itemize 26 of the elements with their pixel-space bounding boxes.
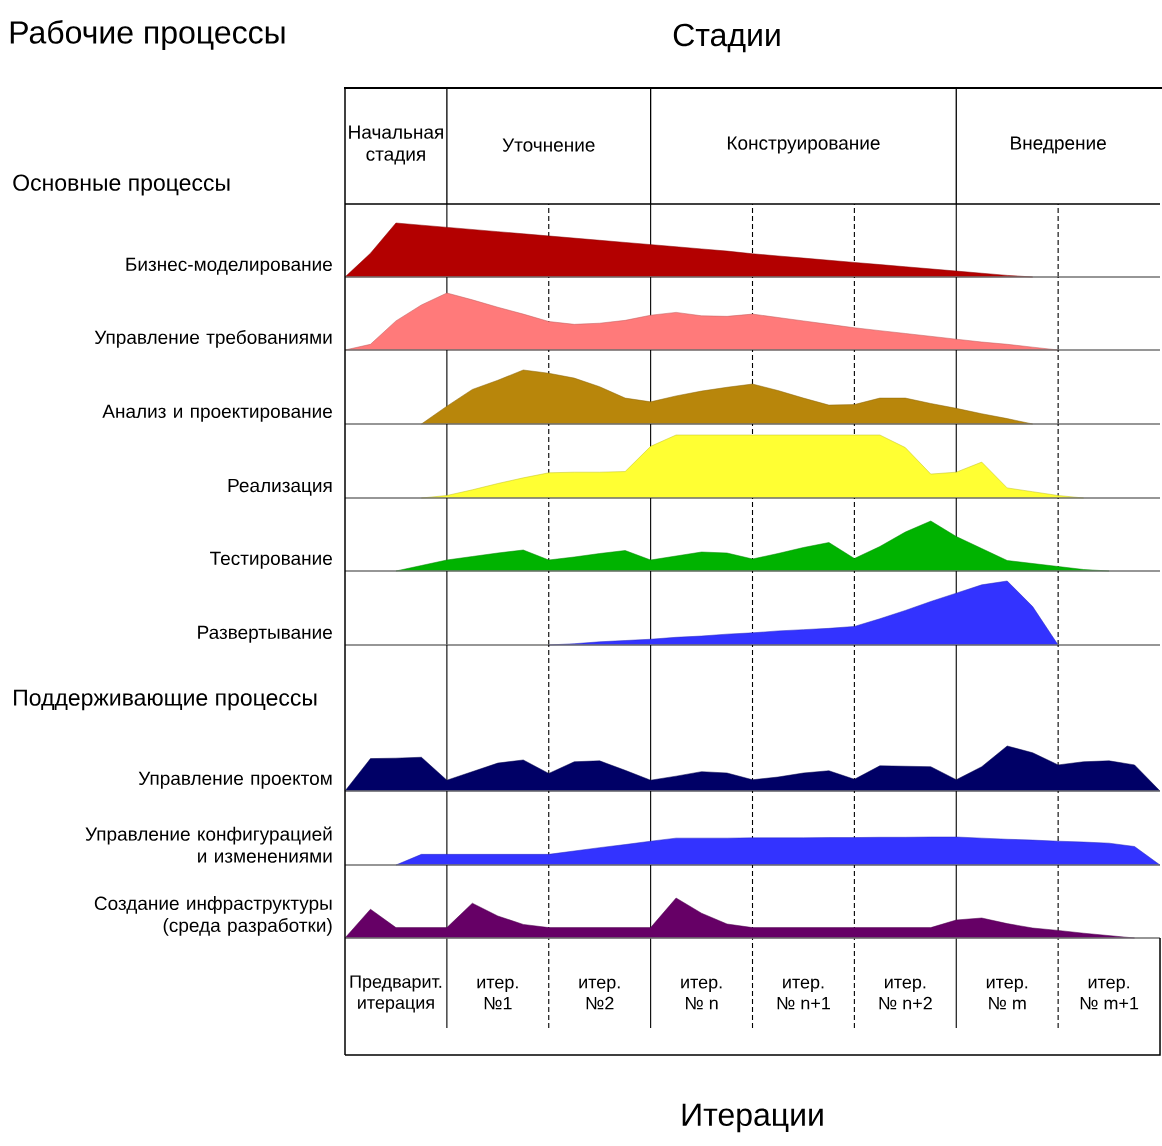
y-axis-title: Бизнес-моделирование: [126, 257, 332, 275]
text: Поддерживающие процессы: [14, 689, 317, 711]
y-axis-title: Развертывание: [198, 625, 332, 643]
text: Внедрение: [1011, 136, 1106, 154]
y-axis-title: Управление требованиями: [94, 329, 332, 348]
y-axis-title: Создание инфраструктуры (среда разработки): [94, 896, 332, 936]
x-tick-label: итер. № n+1: [777, 978, 830, 1010]
x-tick-label: итер. № n+2: [879, 978, 932, 1010]
x-tick-label: итер. №2: [579, 978, 620, 1010]
text: Конструирование: [727, 136, 880, 154]
text: Уточнение: [502, 138, 595, 152]
x-tick-label: Предварит. итерация: [350, 975, 442, 1013]
text: Начальная стадия: [349, 125, 443, 165]
y-axis-title: Реализация: [228, 478, 332, 496]
y-axis-title: Управление проектом: [138, 771, 332, 789]
y-axis-title: Управление конфигурацией и изменениями: [85, 826, 332, 863]
x-axis-title: Итерации: [682, 1103, 823, 1133]
text: Рабочие процессы: [10, 19, 285, 51]
x-tick-label: итер. № m+1: [1080, 978, 1139, 1010]
y-axis-title: Тестирование: [210, 551, 332, 569]
x-tick-label: итер. № m: [986, 978, 1028, 1010]
x-tick-label: итер. №1: [477, 978, 518, 1010]
text: Основные процессы: [13, 174, 230, 196]
chart-title: Стадии: [673, 23, 780, 53]
y-axis-title: Анализ и проектирование: [102, 404, 332, 422]
x-tick-label: итер. № n: [681, 978, 722, 1010]
